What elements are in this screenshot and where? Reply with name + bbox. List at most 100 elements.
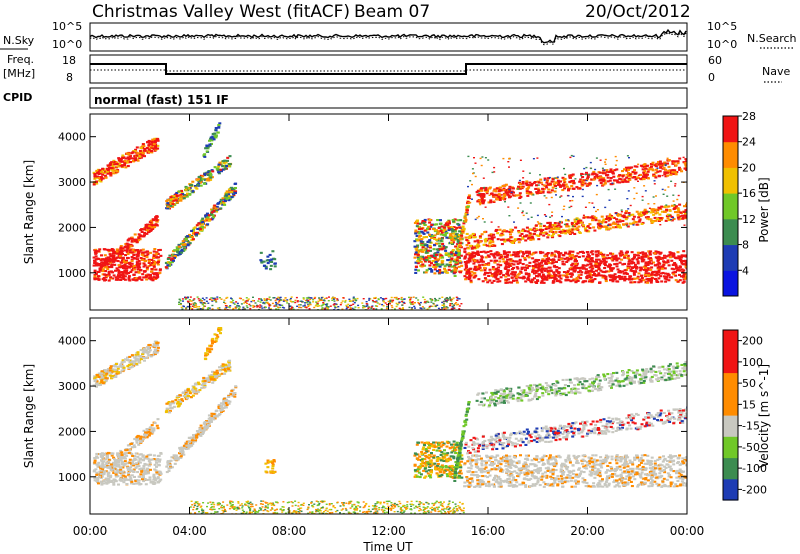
data-cell bbox=[512, 194, 514, 196]
data-cell bbox=[117, 469, 121, 472]
data-cell bbox=[542, 224, 546, 227]
data-cell bbox=[644, 272, 648, 275]
data-cell bbox=[480, 258, 484, 261]
data-cell bbox=[509, 233, 512, 236]
data-cell bbox=[121, 264, 125, 267]
data-cell bbox=[535, 234, 539, 237]
data-cell bbox=[535, 270, 539, 273]
data-cell bbox=[451, 219, 455, 222]
data-cell bbox=[650, 266, 654, 269]
data-cell bbox=[119, 273, 123, 276]
data-cell bbox=[674, 265, 678, 268]
data-cell bbox=[588, 266, 592, 269]
data-cell bbox=[653, 264, 657, 267]
data-cell bbox=[127, 278, 131, 281]
data-cell bbox=[659, 224, 662, 226]
data-cell bbox=[243, 302, 246, 304]
data-cell bbox=[448, 261, 452, 264]
data-cell bbox=[200, 302, 203, 304]
data-cell bbox=[599, 224, 602, 227]
data-cell bbox=[623, 168, 626, 171]
data-cell bbox=[429, 249, 432, 252]
data-cell bbox=[563, 167, 565, 170]
data-cell bbox=[444, 253, 448, 256]
data-cell bbox=[114, 276, 118, 279]
data-cell bbox=[569, 280, 573, 283]
data-cell bbox=[515, 276, 519, 279]
data-cell bbox=[223, 199, 227, 202]
data-cell bbox=[549, 269, 553, 272]
data-cell bbox=[426, 300, 429, 303]
data-cell bbox=[590, 216, 594, 219]
data-cell bbox=[468, 274, 472, 277]
data-cell bbox=[584, 257, 588, 260]
data-cell bbox=[505, 260, 509, 263]
data-cell bbox=[451, 229, 455, 232]
data-cell bbox=[443, 247, 447, 250]
data-cell bbox=[575, 186, 579, 189]
data-cell bbox=[613, 221, 615, 223]
data-cell bbox=[632, 272, 636, 275]
data-cell bbox=[541, 258, 545, 261]
data-cell bbox=[333, 300, 336, 302]
data-cell bbox=[142, 276, 146, 279]
data-cell bbox=[546, 179, 549, 181]
data-cell bbox=[602, 180, 606, 183]
data-cell bbox=[476, 239, 480, 242]
data-cell bbox=[451, 298, 454, 301]
data-cell bbox=[487, 201, 491, 204]
data-cell bbox=[542, 281, 546, 284]
data-cell bbox=[486, 188, 490, 191]
data-cell bbox=[416, 222, 420, 225]
data-cell bbox=[548, 183, 552, 186]
data-cell bbox=[374, 296, 377, 299]
data-cell bbox=[488, 245, 492, 248]
data-cell bbox=[621, 170, 624, 173]
data-cell bbox=[131, 249, 135, 252]
data-cell bbox=[423, 260, 427, 263]
data-cell bbox=[185, 238, 189, 241]
data-cell bbox=[551, 281, 555, 284]
data-cell bbox=[217, 172, 221, 175]
data-cell bbox=[571, 262, 575, 265]
data-cell bbox=[215, 167, 219, 170]
data-cell bbox=[567, 195, 570, 197]
data-cell bbox=[447, 254, 451, 257]
data-cell bbox=[275, 301, 277, 304]
data-cell bbox=[449, 259, 453, 262]
data-cell bbox=[527, 250, 531, 253]
data-cell bbox=[137, 233, 141, 236]
data-cell bbox=[370, 306, 373, 308]
data-cell bbox=[408, 300, 411, 302]
data-cell bbox=[491, 171, 494, 174]
data-cell bbox=[603, 275, 607, 278]
data-cell bbox=[207, 214, 211, 217]
data-cell bbox=[260, 260, 264, 263]
data-cell bbox=[499, 271, 503, 274]
data-cell bbox=[126, 160, 130, 163]
data-cell bbox=[660, 265, 664, 268]
data-cell bbox=[376, 305, 379, 307]
data-cell bbox=[555, 270, 559, 273]
data-cell bbox=[595, 253, 599, 256]
data-cell bbox=[561, 263, 565, 266]
data-cell bbox=[331, 297, 334, 300]
data-cell bbox=[620, 258, 624, 261]
data-cell bbox=[674, 205, 678, 208]
data-cell bbox=[145, 275, 149, 278]
data-cell bbox=[664, 168, 667, 171]
data-cell bbox=[291, 306, 293, 308]
data-cell bbox=[588, 223, 592, 226]
nave-label: Nave bbox=[762, 65, 790, 78]
data-cell bbox=[150, 226, 154, 229]
data-cell bbox=[247, 298, 250, 300]
data-cell bbox=[433, 252, 437, 255]
data-cell bbox=[205, 172, 209, 175]
data-cell bbox=[480, 187, 483, 190]
data-cell bbox=[502, 229, 506, 232]
data-cell bbox=[576, 222, 580, 225]
data-cell bbox=[521, 255, 525, 258]
data-cell bbox=[100, 264, 104, 267]
data-cell bbox=[541, 228, 545, 231]
data-cell bbox=[107, 273, 111, 276]
